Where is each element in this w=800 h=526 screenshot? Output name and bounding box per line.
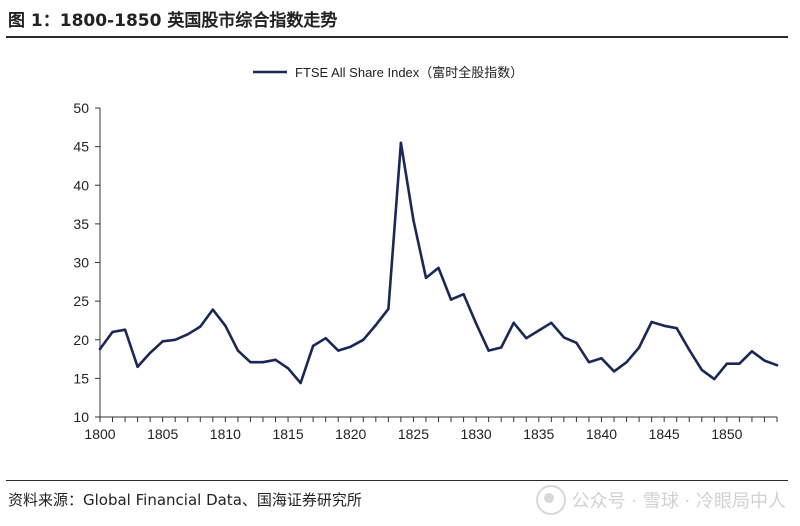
data-point bbox=[625, 360, 628, 364]
data-point bbox=[738, 362, 741, 365]
data-point bbox=[437, 266, 440, 270]
x-tick-label: 1835 bbox=[523, 426, 554, 442]
data-point bbox=[775, 364, 779, 367]
y-tick-label: 45 bbox=[73, 139, 89, 155]
data-point bbox=[537, 329, 540, 332]
data-point bbox=[349, 345, 352, 348]
data-point bbox=[763, 359, 766, 362]
data-point bbox=[487, 349, 490, 352]
title-rule bbox=[6, 36, 788, 38]
wechat-logo-icon bbox=[536, 485, 566, 515]
x-tick-label: 1815 bbox=[272, 426, 303, 442]
data-point bbox=[249, 360, 252, 364]
chart-legend: FTSE All Share Index（富时全股指数） bbox=[253, 65, 523, 80]
y-tick-label: 35 bbox=[73, 216, 89, 232]
x-tick-label: 1830 bbox=[461, 426, 492, 442]
x-tick-label: 1805 bbox=[147, 426, 178, 442]
data-point bbox=[424, 276, 428, 280]
data-point bbox=[550, 321, 553, 324]
data-point bbox=[274, 358, 277, 362]
data-point bbox=[324, 337, 327, 340]
data-point bbox=[512, 321, 515, 324]
x-tick-label: 1820 bbox=[335, 426, 366, 442]
data-point bbox=[148, 351, 152, 355]
data-point bbox=[211, 308, 215, 311]
data-point bbox=[725, 362, 729, 365]
data-point bbox=[499, 346, 503, 349]
data-point bbox=[311, 344, 315, 348]
y-tick-label: 25 bbox=[73, 293, 89, 309]
chart-axes: 10 15 20 25 30 35 40 45 50 1800 1805 1810 1815 1820 18… bbox=[73, 100, 778, 442]
data-point bbox=[236, 349, 240, 352]
data-point bbox=[387, 307, 390, 311]
x-tick-label: 1825 bbox=[398, 426, 429, 442]
legend-label: FTSE All Share Index（富时全股指数） bbox=[295, 65, 523, 80]
figure-title: 图 1：1800-1850 英国股市综合指数走势 bbox=[8, 11, 338, 31]
data-point bbox=[199, 325, 202, 328]
data-point bbox=[700, 368, 703, 372]
data-point bbox=[362, 338, 365, 341]
source-rule bbox=[6, 480, 788, 481]
y-tick-label: 15 bbox=[73, 370, 89, 386]
data-point bbox=[174, 338, 177, 341]
data-point bbox=[600, 357, 603, 360]
data-point bbox=[136, 365, 139, 368]
data-point bbox=[374, 323, 378, 327]
data-point bbox=[750, 350, 754, 353]
watermark: 公众号 · 雪球 · 冷眼局中人 bbox=[536, 480, 786, 520]
data-point bbox=[575, 341, 578, 345]
y-tick-label: 30 bbox=[73, 255, 89, 271]
data-point bbox=[224, 324, 227, 328]
series-line bbox=[98, 141, 779, 385]
x-tick-label: 1810 bbox=[210, 426, 241, 442]
y-tick-label: 40 bbox=[73, 177, 89, 193]
data-point bbox=[662, 324, 666, 328]
data-point bbox=[587, 360, 591, 364]
y-tick-label: 20 bbox=[73, 332, 89, 348]
source-note: 资料来源：Global Financial Data、国海证券研究所 bbox=[8, 491, 362, 509]
chart-plot-area bbox=[98, 141, 779, 385]
data-point bbox=[474, 322, 478, 325]
x-tick-label: 1850 bbox=[711, 426, 742, 442]
data-point bbox=[688, 348, 691, 351]
data-point bbox=[637, 346, 641, 349]
data-point bbox=[111, 330, 114, 334]
x-tick-label: 1840 bbox=[586, 426, 617, 442]
data-point bbox=[161, 340, 164, 343]
data-point bbox=[612, 370, 616, 373]
data-point bbox=[713, 377, 716, 381]
data-point bbox=[399, 141, 403, 144]
data-point bbox=[123, 328, 127, 331]
data-point bbox=[462, 292, 465, 296]
data-point bbox=[650, 320, 653, 324]
x-tick-label: 1800 bbox=[84, 426, 115, 442]
y-tick-label: 10 bbox=[73, 409, 89, 425]
y-tick-label: 50 bbox=[73, 100, 89, 116]
data-point bbox=[186, 333, 189, 336]
data-point bbox=[337, 349, 340, 352]
data-point bbox=[261, 360, 265, 364]
data-point bbox=[412, 218, 415, 222]
data-point bbox=[525, 337, 528, 340]
x-tick-label: 1845 bbox=[649, 426, 680, 442]
data-point bbox=[675, 326, 678, 330]
data-point bbox=[286, 367, 290, 370]
data-point bbox=[449, 298, 453, 301]
data-point bbox=[562, 336, 566, 339]
data-point bbox=[299, 381, 302, 385]
watermark-text: 公众号 · 雪球 · 冷眼局中人 bbox=[571, 491, 786, 512]
data-point bbox=[98, 347, 102, 351]
line-chart: 10 15 20 25 30 35 40 45 50 1800 1805 1810 1815 1820 18… bbox=[73, 65, 779, 442]
